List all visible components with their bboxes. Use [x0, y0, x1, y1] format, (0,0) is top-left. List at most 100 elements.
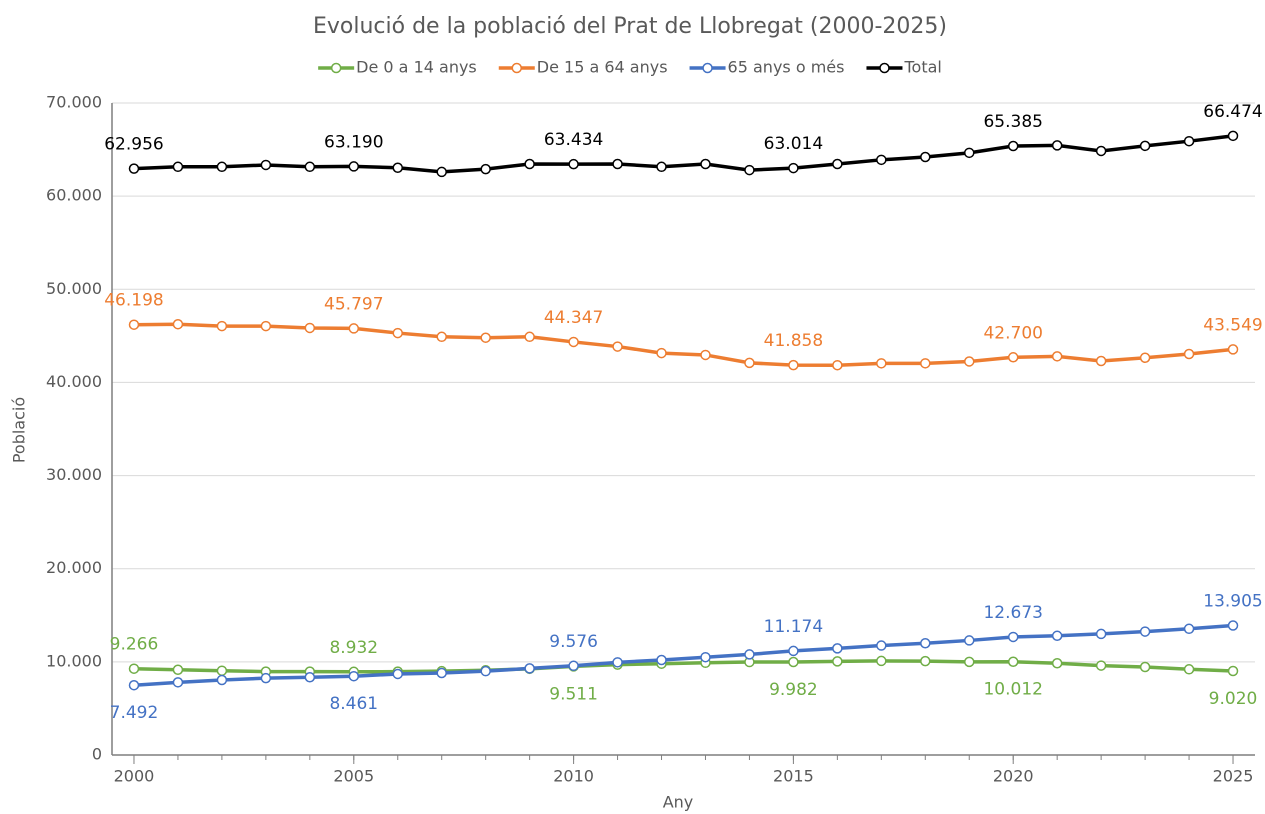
x-tick-label: 2020 [993, 767, 1034, 786]
point [656, 654, 667, 666]
point [788, 645, 799, 657]
point [1095, 145, 1107, 157]
point [172, 677, 184, 688]
point [1183, 135, 1195, 147]
data-label: 12.673 [983, 603, 1042, 623]
data-label: 43.549 [1203, 315, 1262, 335]
point [304, 322, 316, 334]
legend-label: De 0 a 14 anys [356, 58, 477, 77]
point [788, 162, 799, 174]
point [260, 159, 272, 171]
point [436, 667, 447, 679]
point [524, 663, 535, 674]
data-label: 45.797 [324, 294, 383, 314]
point [832, 158, 843, 170]
point [216, 320, 228, 332]
series-line [133, 322, 1234, 367]
point [1095, 628, 1107, 640]
data-label: 8.461 [329, 694, 378, 714]
point [832, 656, 843, 667]
data-label: 10.012 [983, 680, 1042, 700]
point [964, 356, 975, 367]
point [128, 679, 140, 691]
x-tick-label: 2005 [333, 767, 374, 786]
data-label: 44.347 [544, 308, 603, 328]
point [700, 651, 711, 663]
y-tick-label: 60.000 [46, 186, 102, 205]
legend-label: De 15 a 64 anys [537, 58, 668, 77]
legend-label: Total [903, 58, 941, 77]
data-label: 42.700 [983, 323, 1042, 343]
point [348, 323, 360, 334]
point [1183, 664, 1195, 675]
legend-marker [511, 62, 523, 74]
point [524, 331, 535, 343]
point [128, 319, 140, 330]
point [304, 671, 316, 683]
point [436, 166, 447, 178]
point [656, 161, 667, 173]
point [392, 668, 403, 680]
data-label: 63.190 [324, 132, 383, 152]
point [480, 163, 491, 175]
point [612, 341, 623, 352]
data-label: 62.956 [104, 135, 163, 155]
x-tick-label: 2025 [1213, 767, 1254, 786]
point [568, 660, 579, 672]
series-line [133, 623, 1234, 687]
point [1007, 352, 1019, 363]
data-label: 9.576 [549, 632, 598, 652]
x-axis-label: Any [663, 793, 694, 812]
point [172, 664, 184, 676]
point [1227, 665, 1239, 677]
point [304, 161, 316, 173]
point [964, 635, 975, 646]
series-line [133, 134, 1234, 174]
point [216, 161, 228, 173]
point [1095, 355, 1107, 367]
point [876, 655, 887, 667]
legend-label: 65 anys o més [728, 58, 845, 77]
series-line [133, 659, 1234, 674]
data-label: 63.014 [764, 134, 823, 154]
point [1139, 140, 1151, 152]
point [612, 158, 623, 170]
data-label: 9.511 [549, 684, 598, 704]
y-axis-label: Població [10, 397, 29, 463]
point [436, 331, 447, 343]
point [1007, 140, 1019, 152]
y-tick-label: 40.000 [46, 372, 102, 391]
point [1227, 130, 1239, 142]
data-label: 65.385 [983, 112, 1042, 132]
point [744, 649, 755, 660]
point [744, 164, 755, 176]
point [656, 347, 667, 359]
y-tick-label: 30.000 [46, 465, 102, 484]
y-tick-label: 70.000 [46, 93, 102, 112]
point [700, 349, 711, 361]
y-tick-label: 50.000 [46, 279, 102, 298]
point [568, 336, 579, 348]
legend-marker [879, 62, 890, 74]
point [1095, 660, 1107, 671]
point [1139, 661, 1151, 673]
data-label: 13.905 [1203, 591, 1262, 611]
point [128, 163, 140, 174]
point [920, 637, 931, 649]
point [392, 327, 403, 339]
point [744, 357, 755, 369]
point [1183, 348, 1195, 360]
data-label: 46.198 [104, 291, 163, 311]
point [788, 359, 799, 371]
data-label: 63.434 [544, 130, 603, 150]
point [348, 670, 360, 682]
point [260, 320, 272, 332]
point [612, 657, 623, 668]
point [876, 640, 887, 651]
legend-marker [702, 62, 713, 74]
point [1227, 344, 1239, 355]
point [876, 154, 887, 166]
point [480, 332, 491, 343]
data-label: 41.858 [764, 331, 823, 351]
